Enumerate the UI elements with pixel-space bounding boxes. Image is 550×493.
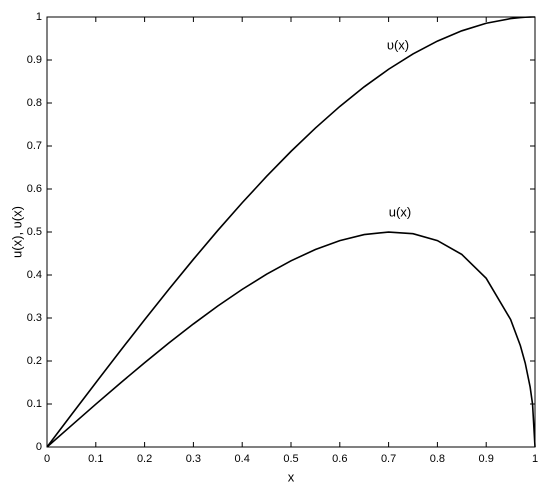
y-tick-label: 0.9: [27, 54, 42, 66]
y-tick-label: 0.4: [27, 269, 42, 281]
x-tick-label: 0.2: [137, 453, 152, 465]
y-tick-label: 0: [36, 441, 42, 453]
y-tick-label: 0.3: [27, 312, 42, 324]
y-axis-label: u(x), υ(x): [9, 206, 24, 258]
y-tick-label: 0.2: [27, 355, 42, 367]
x-tick-label: 0.8: [430, 453, 445, 465]
x-tick-label: 0: [44, 453, 50, 465]
series-label: u(x): [389, 204, 411, 219]
series-label: υ(x): [387, 37, 409, 52]
x-tick-label: 0.1: [88, 453, 103, 465]
x-tick-label: 0.7: [381, 453, 396, 465]
x-tick-label: 1: [532, 453, 538, 465]
y-tick-label: 0.6: [27, 183, 42, 195]
y-tick-label: 1: [36, 11, 42, 23]
series-line: [46, 231, 536, 448]
x-tick-label: 0.3: [186, 453, 201, 465]
series-line: [46, 16, 535, 448]
x-tick-label: 0.6: [332, 453, 347, 465]
y-tick-label: 0.8: [27, 97, 42, 109]
y-tick-label: 0.7: [27, 140, 42, 152]
y-tick-label: 0.1: [27, 398, 42, 410]
x-tick-label: 0.5: [283, 453, 298, 465]
x-tick-label: 0.4: [235, 453, 250, 465]
x-tick-label: 0.9: [479, 453, 494, 465]
y-tick-label: 0.5: [27, 226, 42, 238]
x-axis-label: x: [288, 469, 295, 484]
